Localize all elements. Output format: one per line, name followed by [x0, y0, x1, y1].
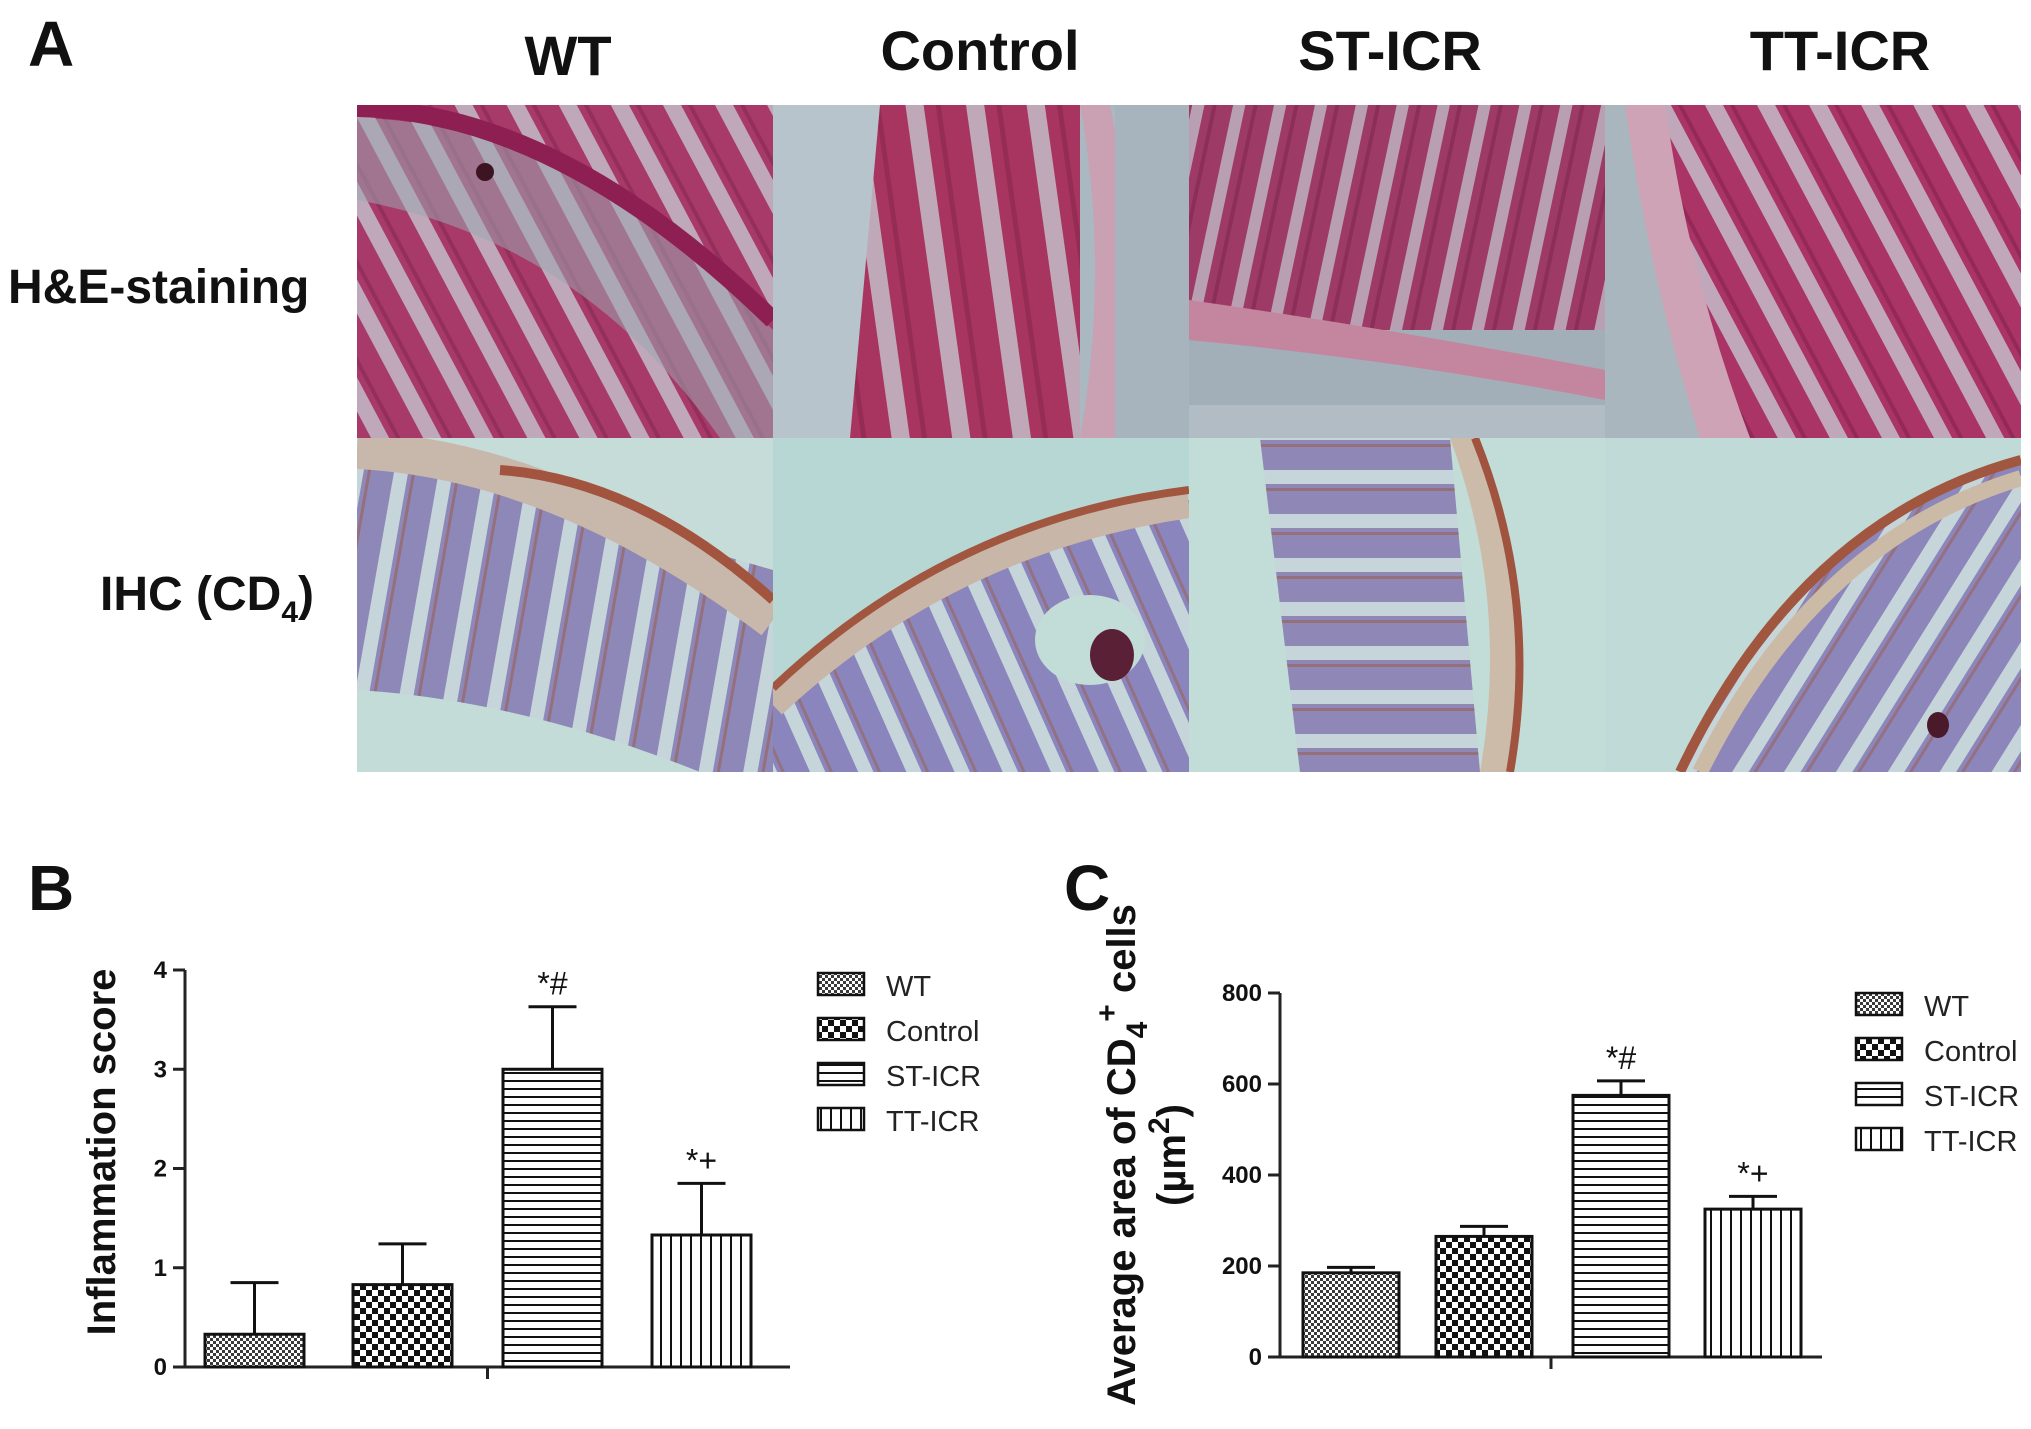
chart-b-bar-st-icr [501, 1067, 604, 1369]
chart-b-y-tick-label-0: 0 [154, 1354, 167, 1381]
chart-b-legend-label-st-icr: ST-ICR [886, 1061, 981, 1093]
panel-b-letter: B [28, 852, 74, 924]
chart-c-significance-st-icr: *# [1606, 1040, 1636, 1076]
micrograph-ihc-control [773, 438, 1189, 772]
micrograph-ihc-tt-icr [1605, 438, 2021, 772]
chart-b-bar-control [351, 1283, 454, 1369]
chart-b-y-axis-label: Inflammation score [80, 969, 124, 1336]
chart-b-legend-swatch-st-icr [816, 1061, 866, 1087]
chart-c-legend-swatch-wt [1854, 991, 1904, 1017]
chart-b-y-tick-label-4: 4 [154, 957, 168, 984]
chart-b-y-tick-label-2: 2 [154, 1156, 167, 1183]
chart-b-y-tick-label-3: 3 [154, 1056, 167, 1083]
chart-c-legend-label-tt-icr: TT-ICR [1924, 1126, 2017, 1158]
row-heading-ihc-main: IHC (CD [100, 568, 281, 621]
column-heading-control: Control [880, 19, 1079, 82]
chart-c-bar-control [1434, 1234, 1534, 1359]
micrograph-he-tt-icr [1605, 105, 2021, 438]
column-heading-wt: WT [524, 24, 611, 87]
chart-c-ylabel-line1-end: cells [1100, 904, 1144, 1004]
chart-c-y-tick-label-1: 200 [1222, 1253, 1262, 1280]
micrograph-ihc-wt [357, 438, 773, 772]
micrograph-he-control [773, 105, 1189, 438]
chart-c-legend-swatch-tt-icr [1854, 1126, 1904, 1152]
chart-b-legend-swatch-control [816, 1016, 866, 1042]
chart-c-y-tick-label-3: 600 [1222, 1071, 1262, 1098]
chart-b-bar-wt [203, 1332, 306, 1369]
chart-b-bar-tt-icr [650, 1233, 753, 1369]
chart-b-legend-label-tt-icr: TT-ICR [886, 1106, 979, 1138]
chart-c-ylabel-subscript: 4 [1121, 1021, 1154, 1038]
chart-c-bar-wt [1301, 1271, 1401, 1359]
chart-b-legend-label-control: Control [886, 1016, 980, 1048]
chart-c-ylabel-line2-superscript: 2 [1143, 1117, 1176, 1134]
chart-b-significance-tt-icr: *+ [686, 1142, 717, 1178]
chart-c-legend-label-st-icr: ST-ICR [1924, 1081, 2019, 1113]
chart-c-legend-swatch-st-icr [1854, 1081, 1904, 1107]
panel-a-letter: A [28, 8, 74, 80]
row-heading-ihc-close: ) [298, 568, 314, 621]
chart-c-ylabel-superscript: + [1091, 1004, 1124, 1022]
chart-b-legend-swatch-tt-icr [816, 1106, 866, 1132]
chart-b-legend-label-wt: WT [886, 971, 931, 1003]
chart-c-ylabel-line1-main: Average area of CD [1100, 1038, 1144, 1406]
chart-b-plot: 0 1 2 3 4 *# *+ WT Control ST-ICR TT-ICR [154, 957, 981, 1381]
chart-c-legend-label-wt: WT [1924, 991, 1969, 1023]
panel-c-letter: C [1064, 852, 1110, 924]
chart-c-y-axis-label-line2: (µm2) [1143, 1104, 1194, 1206]
chart-c-ylabel-line2-end: ) [1150, 1104, 1194, 1117]
chart-c-y-axis-label-line1: Average area of CD4+ cells [1091, 904, 1154, 1406]
chart-c-legend-swatch-control [1854, 1036, 1904, 1062]
column-heading-tt-icr: TT-ICR [1750, 19, 1930, 82]
chart-c-y-tick-label-4: 800 [1222, 980, 1262, 1007]
chart-b-legend-swatch-wt [816, 971, 866, 997]
chart-b-significance-st-icr: *# [537, 966, 567, 1002]
micrograph-he-st-icr [1189, 105, 1605, 438]
chart-c-significance-tt-icr: *+ [1737, 1155, 1768, 1191]
chart-c-legend-label-control: Control [1924, 1036, 2018, 1068]
chart-c-bar-st-icr [1571, 1093, 1671, 1359]
column-heading-st-icr: ST-ICR [1298, 19, 1482, 82]
micrograph-ihc-st-icr [1189, 438, 1605, 772]
chart-c-plot: 0 200 400 600 800 *# *+ WT Control ST-ICR TT-ICR [1222, 980, 2019, 1371]
row-heading-ihc-cd4: IHC (CD4) [100, 568, 314, 629]
micrograph-he-wt [357, 105, 773, 438]
chart-c-ylabel-line2-main: (µm [1150, 1134, 1194, 1206]
row-heading-he-staining: H&E-staining [8, 261, 309, 314]
chart-c-y-tick-label-0: 0 [1249, 1344, 1262, 1371]
chart-c-y-tick-label-2: 400 [1222, 1162, 1262, 1189]
chart-b-y-tick-label-1: 1 [154, 1255, 167, 1282]
chart-c-bar-tt-icr [1703, 1207, 1803, 1359]
row-heading-ihc-subscript: 4 [281, 596, 298, 629]
